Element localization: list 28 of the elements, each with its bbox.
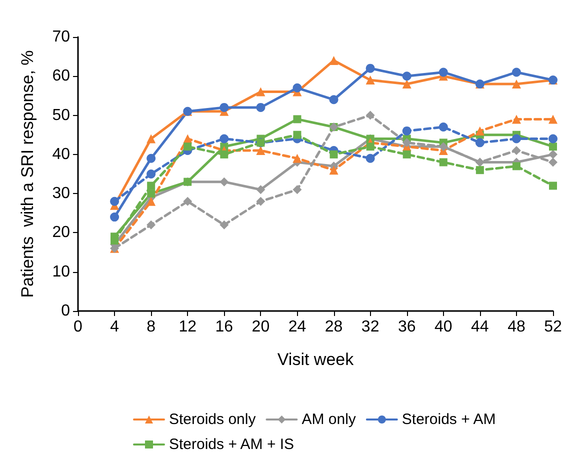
legend-label: Steroids only bbox=[169, 411, 256, 428]
x-tick-label: 28 bbox=[324, 318, 343, 336]
x-tick-label: 48 bbox=[508, 318, 526, 336]
x-tick-label: 20 bbox=[252, 318, 270, 336]
x-tick-label: 36 bbox=[398, 318, 416, 336]
x-tick-label: 0 bbox=[74, 318, 83, 336]
y-tick-label: 60 bbox=[52, 68, 70, 85]
legend-label: Steroids + AM + IS bbox=[169, 436, 294, 453]
y-tick-label: 50 bbox=[52, 106, 70, 124]
x-tick-label: 40 bbox=[434, 318, 452, 336]
x-tick-label: 44 bbox=[471, 318, 489, 336]
y-tick-label: 30 bbox=[52, 185, 70, 202]
x-tick-label: 12 bbox=[178, 318, 197, 336]
y-tick-label: 20 bbox=[52, 224, 70, 242]
y-tick-label: 40 bbox=[52, 146, 70, 163]
y-axis-title: Patients with a SRI response, % bbox=[18, 50, 37, 298]
legend-label: Steroids + AM bbox=[402, 411, 496, 428]
x-tick-label: 24 bbox=[288, 318, 306, 336]
x-tick-label: 16 bbox=[215, 318, 234, 336]
y-tick-label: 70 bbox=[52, 28, 70, 46]
x-axis-title: Visit week bbox=[277, 350, 354, 369]
x-tick-label: 4 bbox=[110, 318, 120, 336]
y-tick-label: 0 bbox=[61, 302, 70, 320]
x-tick-label: 52 bbox=[544, 318, 562, 336]
x-tick-label: 8 bbox=[146, 318, 156, 336]
legend-label: AM only bbox=[302, 411, 356, 428]
y-tick-label: 10 bbox=[52, 263, 70, 280]
x-tick-label: 32 bbox=[361, 318, 380, 336]
